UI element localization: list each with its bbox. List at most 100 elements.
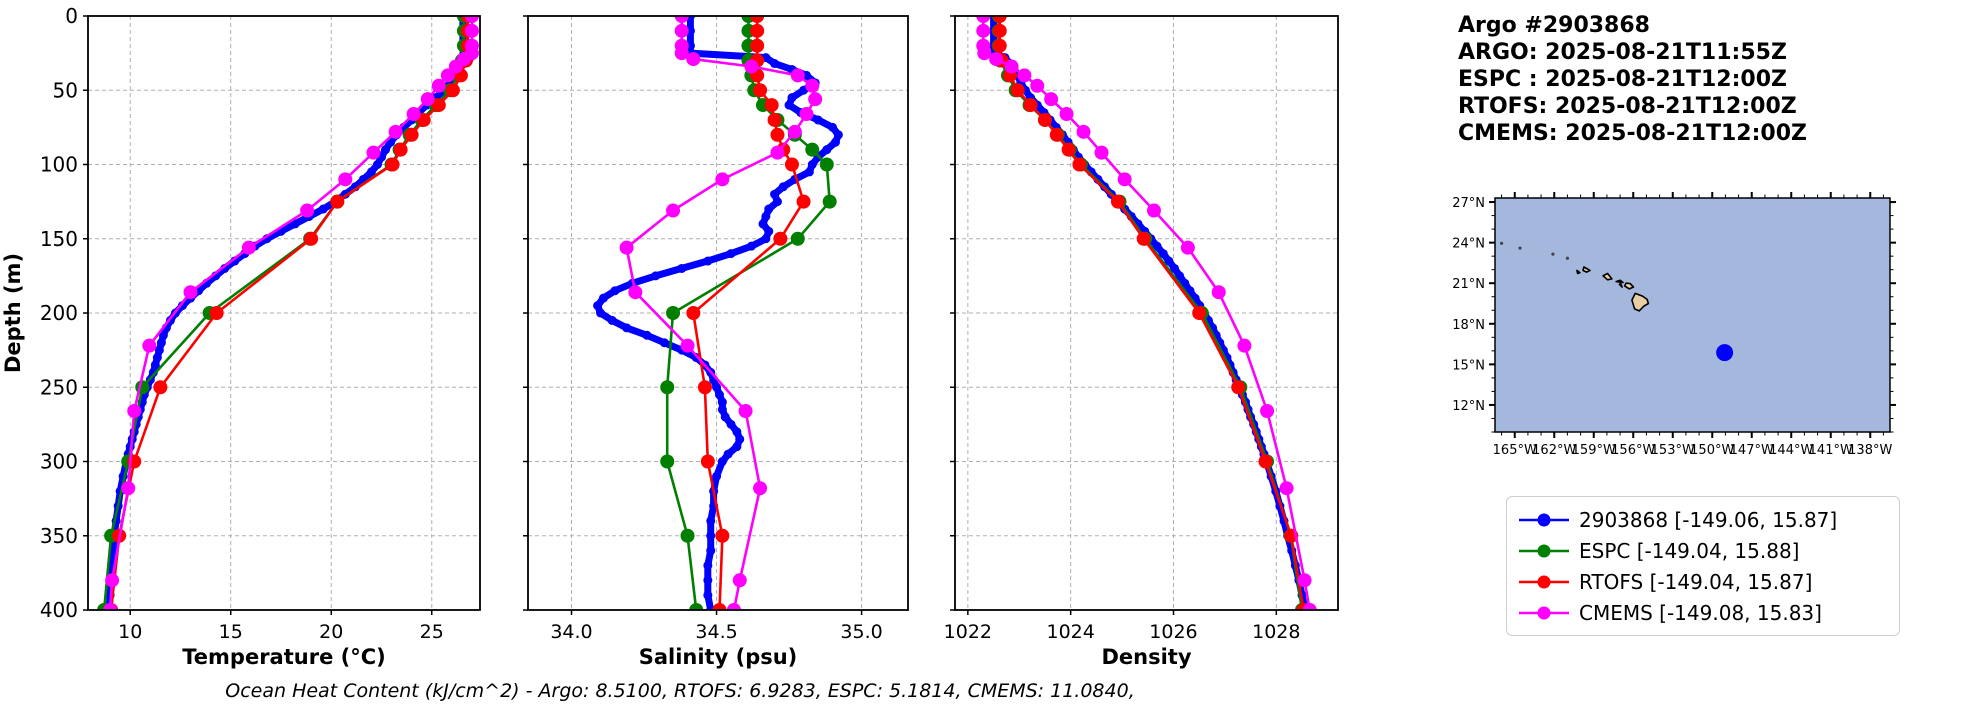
info-line: RTOFS: 2025-08-21T12:00Z xyxy=(1458,94,1797,119)
data-point xyxy=(767,112,782,127)
map-x-tick-label: 165°W xyxy=(1493,443,1537,458)
map-ocean xyxy=(1494,197,1891,433)
data-point xyxy=(989,52,1004,67)
data-point xyxy=(773,231,788,246)
data-point xyxy=(790,68,805,83)
info-line: ARGO: 2025-08-21T11:55Z xyxy=(1458,40,1787,65)
data-point xyxy=(697,380,712,395)
x-axis-label: Density xyxy=(1101,645,1191,669)
legend-marker-icon xyxy=(1519,513,1569,526)
x-tick-label: 25 xyxy=(420,621,444,643)
legend-item: 2903868 [-149.06, 15.87] xyxy=(1517,504,1889,535)
data-point xyxy=(714,390,724,400)
data-point xyxy=(804,167,814,177)
data-point xyxy=(772,197,782,207)
data-point xyxy=(703,560,713,570)
data-point xyxy=(992,23,1007,38)
data-point xyxy=(1072,157,1087,172)
y-tick-label: 300 xyxy=(40,450,78,474)
data-point xyxy=(992,38,1007,53)
y-tick-label: 400 xyxy=(40,598,78,622)
x-tick-label: 20 xyxy=(319,621,343,643)
data-point xyxy=(715,172,730,187)
data-point xyxy=(807,160,817,169)
data-point xyxy=(744,59,759,74)
map-y-tick-label: 18°N xyxy=(1452,318,1485,333)
data-point xyxy=(1279,481,1294,496)
y-tick-label: 150 xyxy=(40,227,78,251)
data-point xyxy=(304,231,319,246)
map-y-tick-label: 15°N xyxy=(1452,358,1485,373)
map-y-tick-label: 24°N xyxy=(1452,237,1485,252)
legend: 2903868 [-149.06, 15.87] ESPC [-149.04, 1… xyxy=(1506,496,1900,636)
legend-marker-icon xyxy=(1519,544,1569,557)
data-point xyxy=(770,59,780,69)
y-tick-label: 200 xyxy=(40,301,78,325)
data-point xyxy=(659,338,669,348)
data-point xyxy=(680,338,695,353)
x-tick-label: 10 xyxy=(118,621,142,643)
map-x-tick-label: 162°W xyxy=(1532,443,1576,458)
island xyxy=(1631,292,1650,312)
x-tick-label: 35.0 xyxy=(840,621,882,643)
data-point xyxy=(805,78,820,93)
data-point xyxy=(1117,172,1132,187)
data-point xyxy=(158,330,168,340)
x-axis-label: Temperature (°C) xyxy=(182,645,385,669)
x-tick-label: 1026 xyxy=(1149,621,1197,643)
data-point xyxy=(660,454,675,469)
islet xyxy=(1565,256,1570,260)
data-point xyxy=(105,573,120,588)
series-cmems xyxy=(619,16,823,610)
data-point xyxy=(372,160,382,169)
data-point xyxy=(790,231,805,246)
data-point xyxy=(746,241,756,251)
data-point xyxy=(1237,338,1252,353)
float-position-marker xyxy=(1716,344,1734,362)
info-line: Argo #2903868 xyxy=(1458,13,1650,38)
data-point xyxy=(720,412,730,422)
data-point xyxy=(689,603,704,610)
data-point xyxy=(1258,454,1273,469)
data-point xyxy=(732,573,747,588)
data-point xyxy=(150,360,160,370)
data-point xyxy=(209,306,224,320)
data-point xyxy=(1164,256,1174,266)
data-point xyxy=(1076,124,1091,139)
data-point xyxy=(787,93,797,103)
data-point xyxy=(154,345,164,355)
legend-label: CMEMS [-149.08, 15.83] xyxy=(1579,600,1822,625)
x-axis-label: Salinity (psu) xyxy=(639,645,798,669)
data-point xyxy=(706,516,716,526)
data-point xyxy=(1175,271,1185,281)
y-tick-label: 0 xyxy=(65,4,78,28)
data-point xyxy=(381,145,391,155)
data-point xyxy=(1136,231,1151,246)
series-2903868 xyxy=(989,16,1310,610)
y-tick-label: 250 xyxy=(40,375,78,399)
data-point xyxy=(750,23,765,38)
data-point xyxy=(393,142,408,157)
data-point xyxy=(770,189,780,199)
data-point xyxy=(761,234,771,244)
data-point xyxy=(674,23,689,38)
data-point xyxy=(992,16,1007,23)
x-tick-label: 1024 xyxy=(1046,621,1094,643)
legend-label: 2903868 [-149.06, 15.87] xyxy=(1579,507,1838,532)
map-x-tick-label: 150°W xyxy=(1690,443,1734,458)
data-point xyxy=(1094,145,1109,160)
data-point xyxy=(813,115,823,125)
y-tick-label: 350 xyxy=(40,524,78,548)
data-point xyxy=(1004,59,1019,74)
data-point xyxy=(674,46,689,61)
legend-label: RTOFS [-149.04, 15.87] xyxy=(1579,569,1813,594)
map-x-tick-label: 144°W xyxy=(1769,443,1813,458)
legend-marker-icon xyxy=(1519,575,1569,588)
data-point xyxy=(610,286,620,296)
map-x-tick-label: 159°W xyxy=(1572,443,1616,458)
data-point xyxy=(712,471,722,481)
data-point xyxy=(686,306,701,320)
data-point xyxy=(1231,380,1246,395)
y-tick-label: 50 xyxy=(53,78,78,102)
data-point xyxy=(598,293,608,303)
